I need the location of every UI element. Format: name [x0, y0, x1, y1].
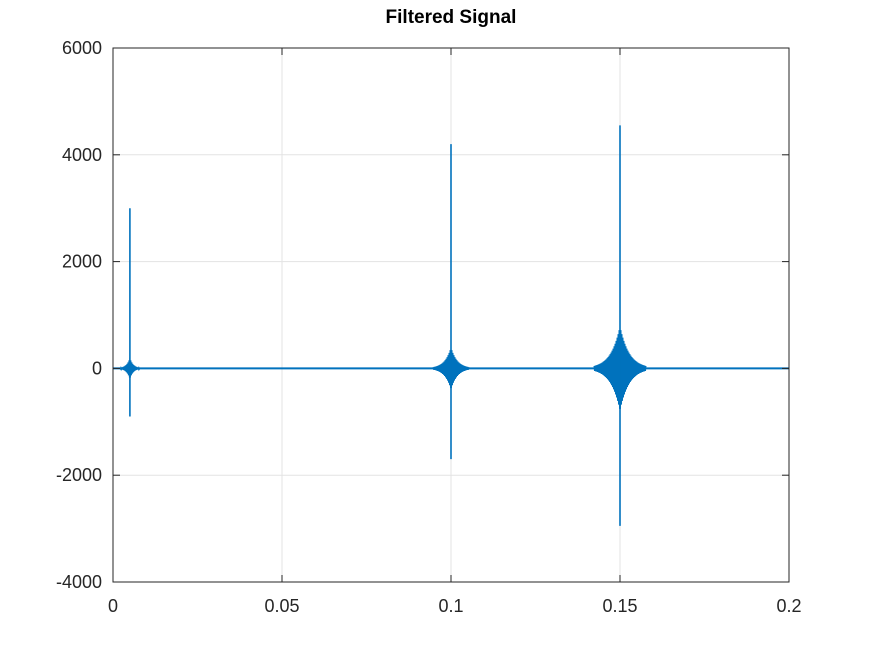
x-tick-label: 0	[108, 596, 118, 616]
y-tick-label: 4000	[62, 145, 102, 165]
x-tick-label: 0.15	[602, 596, 637, 616]
y-tick-label: -4000	[56, 572, 102, 592]
x-tick-label: 0.1	[438, 596, 463, 616]
x-tick-label: 0.05	[264, 596, 299, 616]
axis-ticks: 0 0.05 0.1 0.15 0.2 -4000 -2000 0 2000 4000 6000	[56, 38, 802, 616]
signal-series	[113, 125, 789, 526]
y-tick-label: -2000	[56, 465, 102, 485]
y-tick-label: 0	[92, 358, 102, 378]
x-tick-label: 0.2	[776, 596, 801, 616]
y-tick-label: 2000	[62, 252, 102, 272]
y-tick-label: 6000	[62, 38, 102, 58]
chart-title: Filtered Signal	[386, 7, 517, 28]
